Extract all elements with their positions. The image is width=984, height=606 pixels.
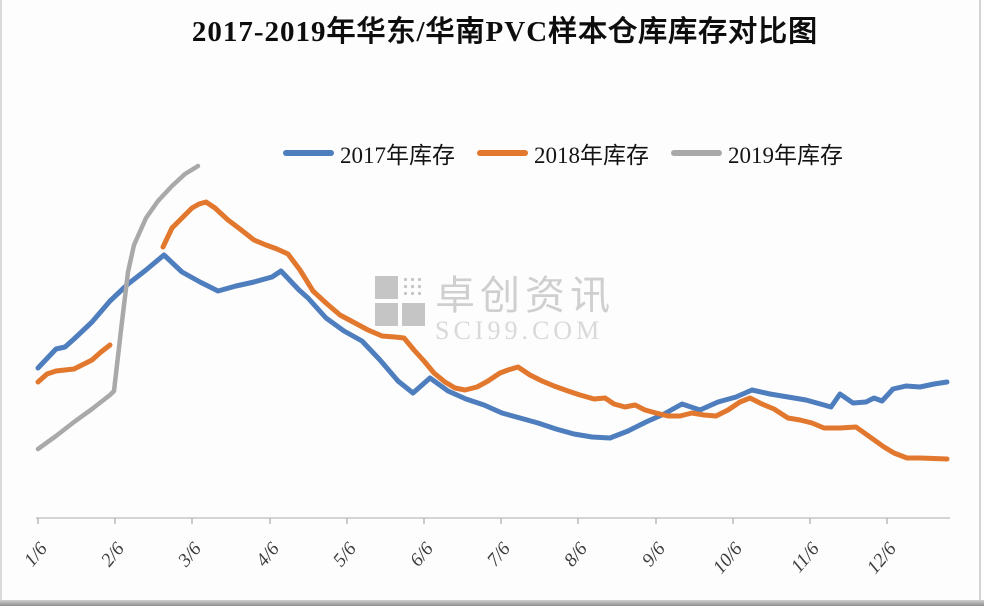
x-axis-tick-label: 11/6 <box>787 538 824 577</box>
legend-item-2017: 2017年库存 <box>283 136 455 170</box>
right-edge-border <box>979 0 981 606</box>
series-line-inventory-2018 <box>160 199 950 462</box>
series-line-inventory-2018 <box>35 342 113 385</box>
x-axis-tick-label: 10/6 <box>709 538 747 578</box>
series-line-inventory-2017 <box>35 252 950 441</box>
legend-swatch-2018-icon <box>477 150 528 156</box>
legend-swatch-2019-icon <box>671 150 722 156</box>
series-line-inventory-2019 <box>35 163 201 452</box>
x-axis-tick-label: 2/6 <box>97 538 129 570</box>
left-edge-border <box>0 0 2 606</box>
x-axis-tick-label: 4/6 <box>252 538 284 570</box>
chart-legend: 2017年库存 2018年库存 2019年库存 <box>283 136 843 170</box>
legend-label-2018: 2018年库存 <box>534 143 649 168</box>
legend-item-2019: 2019年库存 <box>671 136 843 170</box>
x-axis-tick-label: 1/6 <box>20 538 52 570</box>
x-axis-tick-label: 3/6 <box>173 538 206 571</box>
x-axis-tick-label: 5/6 <box>329 538 361 570</box>
x-axis-tick-label: 7/6 <box>483 538 515 570</box>
legend-label-2017: 2017年库存 <box>340 143 455 168</box>
x-axis-tick-label: 9/6 <box>638 538 670 570</box>
legend-item-2018: 2018年库存 <box>477 136 649 170</box>
x-axis-tick-label: 12/6 <box>863 538 901 578</box>
legend-swatch-2017-icon <box>283 150 334 156</box>
x-axis-tick-label: 8/6 <box>560 538 592 570</box>
bottom-edge-border <box>0 600 984 606</box>
legend-label-2019: 2019年库存 <box>728 143 843 168</box>
x-axis-tick-label: 6/6 <box>406 538 438 570</box>
chart-title: 2017-2019年华东/华南PVC样本仓库库存对比图 <box>191 16 819 48</box>
